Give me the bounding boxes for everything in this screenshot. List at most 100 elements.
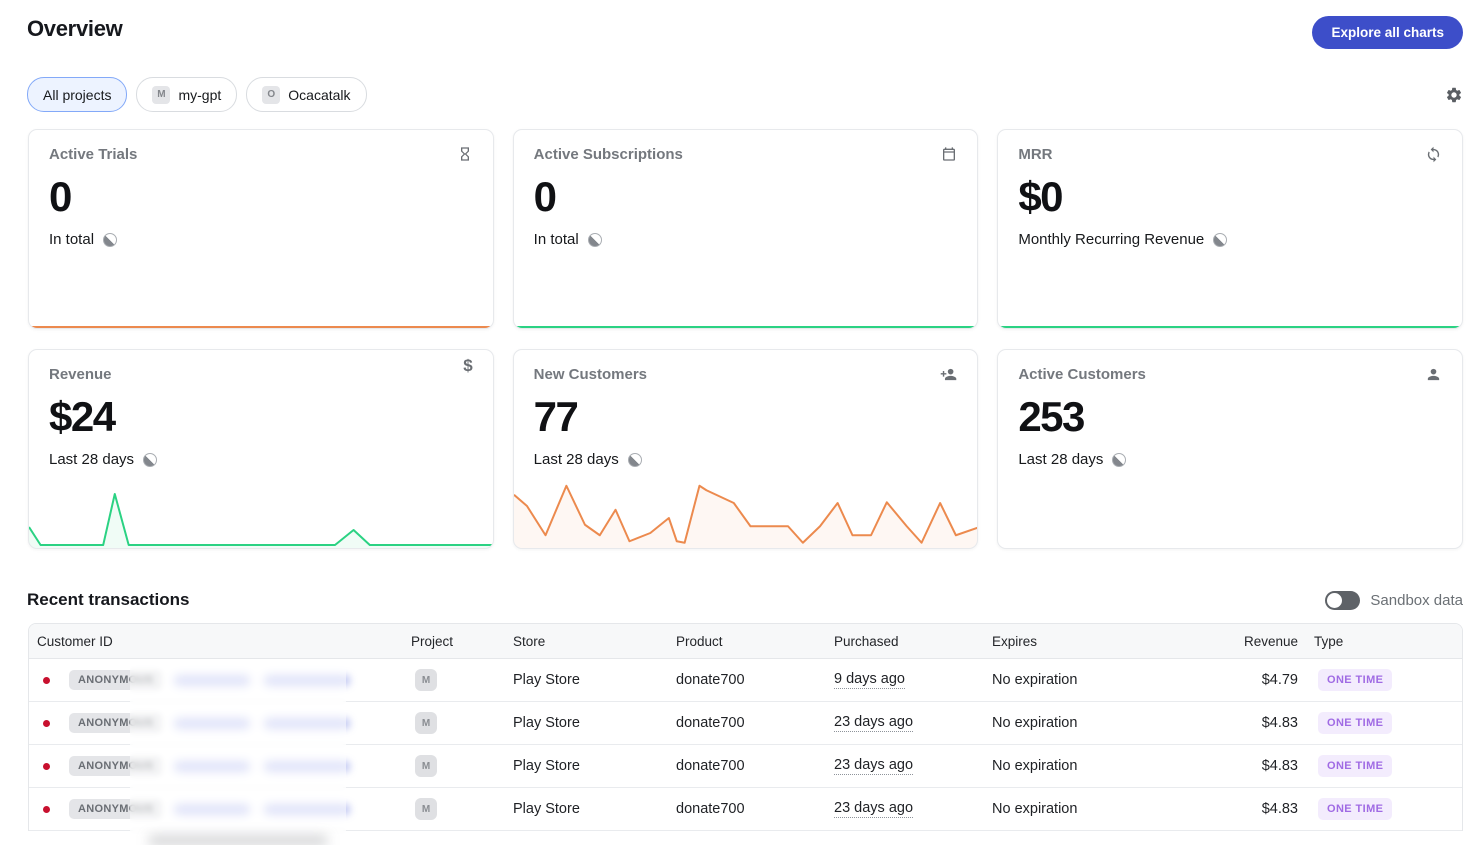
- freshness-icon[interactable]: [143, 452, 158, 467]
- expires-cell: No expiration: [992, 758, 1078, 774]
- table-header-row: Customer ID Project Store Product Purcha…: [29, 624, 1462, 659]
- col-purchased: Purchased: [834, 633, 899, 649]
- card-mrr[interactable]: MRR $0 Monthly Recurring Revenue: [997, 129, 1463, 329]
- filter-all-projects[interactable]: All projects: [27, 77, 128, 112]
- card-value: 0: [533, 173, 557, 220]
- freshness-icon[interactable]: [103, 232, 118, 247]
- revenue-cell: $4.79: [1261, 672, 1298, 688]
- project-filter-row: All projects M my-gpt O Ocacatalk: [27, 77, 1463, 112]
- project-cell: M: [403, 712, 505, 734]
- customer-id-cell: ANONYMOUS: [29, 756, 403, 776]
- table-row[interactable]: ANONYMOUS M Play Store donate700 23 days ago…: [29, 702, 1462, 745]
- revenue-sparkline: [29, 473, 493, 548]
- gear-icon[interactable]: [1445, 86, 1463, 104]
- expires-cell: No expiration: [992, 801, 1078, 817]
- card-new-customers[interactable]: New Customers 77 Last 28 days: [512, 349, 979, 549]
- status-dot: [43, 805, 50, 813]
- customer-id-cell: ANONYMOUS: [29, 799, 403, 819]
- revenue-cell: $4.83: [1261, 758, 1298, 774]
- anonymous-badge: ANONYMOUS: [69, 713, 163, 733]
- calendar-icon: [941, 146, 957, 162]
- table-row[interactable]: ANONYMOUS M Play Store donate700 23 days ago…: [29, 745, 1462, 788]
- card-value: 0: [49, 173, 72, 220]
- card-accent-line: [513, 326, 978, 328]
- type-cell: ONE TIME: [1306, 712, 1462, 734]
- card-caption: Monthly Recurring Revenue: [1018, 231, 1205, 248]
- purchased-ago: 23 days ago: [834, 757, 914, 775]
- card-caption: Last 28 days: [533, 451, 619, 468]
- toggle-knob: [1327, 592, 1343, 608]
- table-row[interactable]: ANONYMOUS M Play Store donate700 23 days ago…: [29, 788, 1462, 831]
- sandbox-data-label: Sandbox data: [1370, 591, 1463, 609]
- sandbox-data-toggle[interactable]: [1325, 590, 1361, 610]
- card-title: Active Subscriptions: [533, 146, 683, 163]
- col-project: Project: [411, 633, 454, 649]
- filter-label: my-gpt: [178, 86, 222, 103]
- purchased-cell: 9 days ago: [826, 671, 984, 689]
- purchased-cell: 23 days ago: [826, 757, 984, 775]
- col-store: Store: [513, 633, 546, 649]
- type-badge: ONE TIME: [1318, 798, 1393, 820]
- filter-label: All projects: [43, 86, 112, 103]
- purchased-cell: 23 days ago: [826, 800, 984, 818]
- card-title: New Customers: [533, 366, 648, 383]
- freshness-icon[interactable]: [587, 232, 602, 247]
- expires-cell: No expiration: [992, 672, 1078, 688]
- transactions-title: Recent transactions: [27, 590, 190, 609]
- project-badge: M: [415, 755, 437, 777]
- customer-id-cell: ANONYMOUS: [29, 713, 403, 733]
- anonymous-badge: ANONYMOUS: [69, 670, 163, 690]
- card-active-subscriptions[interactable]: Active Subscriptions 0 In total: [512, 129, 979, 329]
- card-title: MRR: [1018, 146, 1053, 163]
- hourglass-icon: [457, 146, 473, 162]
- product-cell: donate700: [676, 715, 745, 731]
- card-value: 77: [533, 393, 579, 440]
- status-dot: [43, 762, 50, 770]
- filter-project-my-gpt[interactable]: M my-gpt: [136, 77, 238, 112]
- card-caption: In total: [49, 231, 95, 248]
- card-active-customers[interactable]: Active Customers 253 Last 28 days: [997, 349, 1463, 549]
- anonymous-badge: ANONYMOUS: [69, 799, 163, 819]
- project-badge: M: [415, 712, 437, 734]
- filter-project-ocacatalk[interactable]: O Ocacatalk: [246, 77, 367, 112]
- store-cell: Play Store: [513, 758, 580, 774]
- store-cell: Play Store: [513, 801, 580, 817]
- person-icon: [1425, 366, 1442, 383]
- revenue-cell: $4.83: [1261, 801, 1298, 817]
- type-badge: ONE TIME: [1318, 669, 1393, 691]
- page-title: Overview: [27, 16, 123, 41]
- purchased-ago: 23 days ago: [834, 800, 914, 818]
- type-cell: ONE TIME: [1306, 755, 1462, 777]
- project-initial-icon: M: [152, 85, 171, 104]
- redacted-customer-id: [174, 717, 251, 729]
- redacted-customer-id: [264, 717, 351, 729]
- redacted-customer-id: [264, 674, 351, 686]
- explore-all-charts-button[interactable]: Explore all charts: [1312, 16, 1463, 49]
- redacted-customer-id: [174, 760, 251, 772]
- sync-icon: [1425, 146, 1442, 163]
- table-row[interactable]: ANONYMOUS M Play Store donate700 9 days ago N…: [29, 659, 1462, 702]
- type-badge: ONE TIME: [1318, 755, 1393, 777]
- expires-cell: No expiration: [992, 715, 1078, 731]
- card-title: Active Trials: [49, 146, 138, 163]
- anonymous-badge: ANONYMOUS: [69, 756, 163, 776]
- overview-cards: Active Trials 0 In total Active Subscrip…: [28, 129, 1463, 549]
- type-cell: ONE TIME: [1306, 798, 1462, 820]
- card-revenue[interactable]: Revenue $ $24 Last 28 days: [28, 349, 494, 549]
- freshness-icon[interactable]: [1213, 232, 1228, 247]
- col-type: Type: [1314, 633, 1344, 649]
- card-active-trials[interactable]: Active Trials 0 In total: [28, 129, 494, 329]
- freshness-icon[interactable]: [1112, 452, 1127, 467]
- customer-id-cell: ANONYMOUS: [29, 670, 403, 690]
- purchased-ago: 23 days ago: [834, 714, 914, 732]
- card-caption: Last 28 days: [49, 451, 135, 468]
- store-cell: Play Store: [513, 672, 580, 688]
- store-cell: Play Store: [513, 715, 580, 731]
- redacted-customer-id: [174, 674, 251, 686]
- card-title: Active Customers: [1018, 366, 1146, 383]
- card-caption: In total: [533, 231, 579, 248]
- product-cell: donate700: [676, 801, 745, 817]
- card-title: Revenue: [49, 366, 112, 383]
- transactions-header: Recent transactions Sandbox data: [27, 590, 1463, 610]
- freshness-icon[interactable]: [627, 452, 642, 467]
